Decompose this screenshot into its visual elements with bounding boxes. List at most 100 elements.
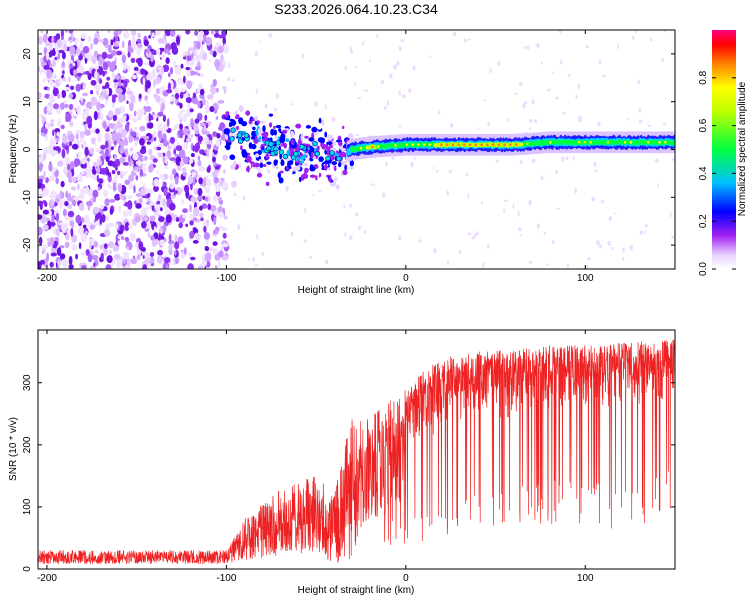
noise-speckle [175,145,183,152]
noise-speckle [38,178,44,184]
noise-speckle [72,115,78,120]
noise-speckle [197,101,201,108]
noise-speckle [114,74,120,80]
noise-speckle [566,264,570,268]
noise-speckle [107,30,111,34]
noise-speckle [171,214,178,221]
noise-speckle [86,115,93,125]
ridge-peak [514,143,518,146]
noise-speckle [98,178,104,184]
noise-speckle [105,140,109,148]
noise-speckle [189,213,195,219]
noise-speckle [189,108,194,113]
noise-speckle [111,71,116,81]
noise-speckle [120,79,125,84]
spectral-blob [278,177,284,184]
noise-speckle [75,133,79,140]
ridge-peak [606,141,610,144]
noise-speckle [358,225,361,231]
noise-speckle [127,51,131,58]
noise-speckle [187,103,192,111]
noise-speckle [59,253,66,260]
ridge-peak [428,143,432,146]
noise-speckle [138,116,142,121]
noise-speckle [167,82,171,91]
noise-speckle [194,71,198,75]
noise-speckle [55,227,60,237]
noise-speckle [233,133,237,137]
noise-speckle [84,123,87,131]
noise-speckle [47,87,50,91]
noise-speckle [59,190,63,200]
noise-speckle [68,141,73,147]
noise-speckle [135,203,142,209]
noise-speckle [75,253,78,260]
noise-speckle [214,182,221,193]
noise-speckle [222,60,227,66]
noise-speckle [168,72,171,78]
ridge-peak [411,143,415,146]
noise-speckle [69,160,75,171]
noise-speckle [105,155,110,163]
noise-speckle [155,204,162,212]
noise-speckle [386,100,389,106]
noise-speckle [94,174,97,182]
noise-speckle [314,101,318,107]
noise-speckle [178,111,182,121]
spectral-blob [245,155,252,163]
spectral-blob [335,184,340,190]
ridge-peak [457,143,460,146]
noise-speckle [56,247,62,256]
noise-speckle [519,234,522,237]
noise-speckle [41,244,49,249]
noise-speckle [362,40,364,46]
noise-speckle [124,221,130,231]
spectral-blob [254,115,258,122]
spectral-blob [341,135,346,139]
noise-speckle [181,199,184,205]
noise-speckle [121,129,128,137]
noise-speckle [49,137,57,147]
noise-speckle [290,103,294,106]
noise-speckle [44,122,51,129]
noise-speckle [82,224,87,229]
noise-speckle [101,167,107,175]
spectral-blob [240,145,243,151]
noise-speckle [106,168,110,176]
noise-speckle [119,146,125,154]
noise-speckle [174,87,180,94]
spectral-blob [262,125,266,133]
noise-speckle [206,148,210,158]
noise-speckle [183,247,187,255]
noise-speckle [179,102,183,109]
noise-speckle [128,155,131,163]
noise-speckle [197,159,202,167]
noise-speckle [184,184,190,193]
noise-speckle [200,217,204,222]
noise-speckle [40,30,44,34]
noise-speckle [540,61,543,65]
noise-speckle [141,221,147,229]
spectral-blob [256,172,263,178]
noise-speckle [174,241,180,250]
noise-speckle [44,134,48,142]
noise-speckle [68,255,73,266]
noise-speckle [575,94,578,99]
noise-speckle [136,254,141,261]
noise-speckle [133,185,136,194]
noise-speckle [214,165,221,170]
noise-speckle [585,45,589,49]
noise-speckle [555,96,559,100]
noise-speckle [50,236,55,246]
snr-y-tick-label: 200 [22,436,33,453]
noise-speckle [38,214,43,220]
noise-speckle [528,199,532,206]
spectral-blob [287,160,291,168]
noise-speckle [178,222,183,229]
noise-speckle [128,210,132,217]
spectral-blob [324,160,331,165]
spectral-blob [256,120,260,125]
spectral-blob [224,145,231,149]
spectral-blob [249,109,256,117]
spectral-blob [252,126,256,131]
